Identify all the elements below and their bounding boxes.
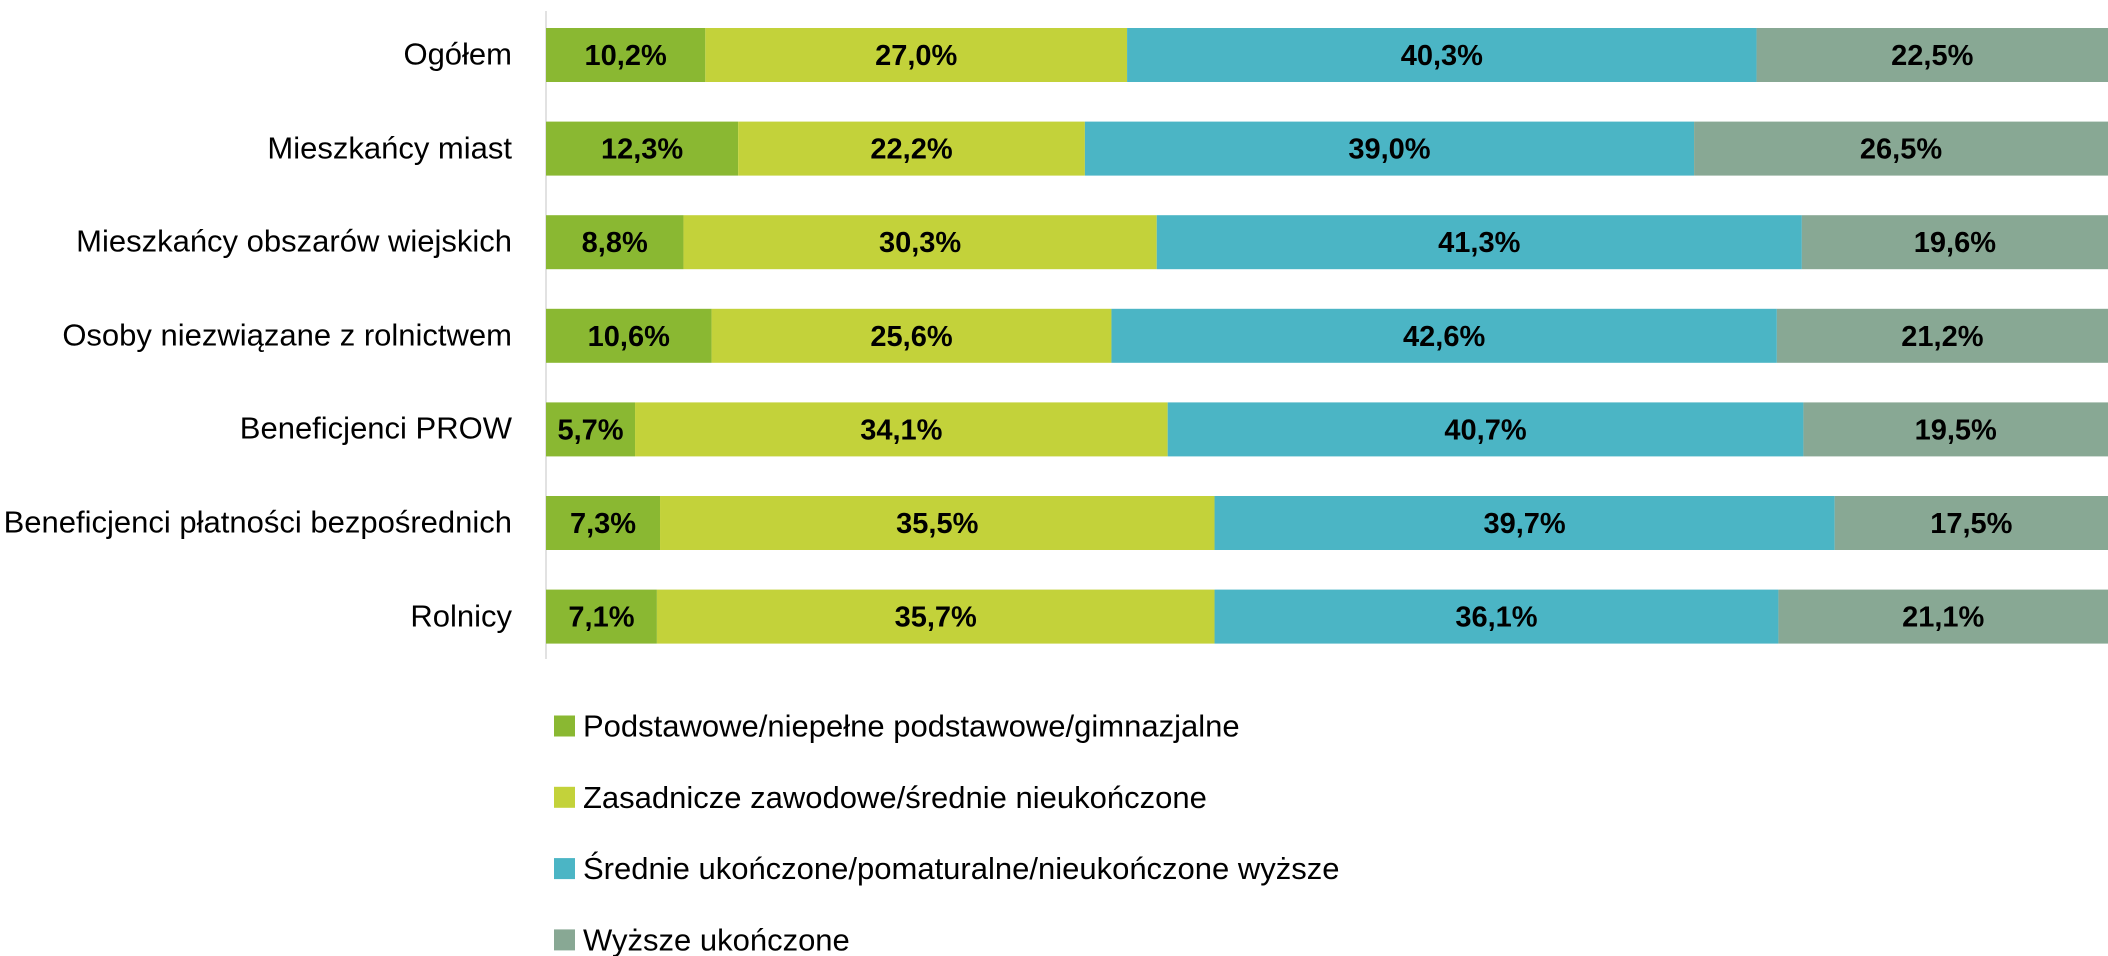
value-label: 42,6% xyxy=(1403,321,1485,353)
bar-segment xyxy=(546,589,657,644)
bar-segment xyxy=(1803,402,2108,457)
legend-label: Wyższe ukończone xyxy=(583,922,850,956)
y-tick-label: Osoby niezwiązane z rolnictwem xyxy=(62,317,512,353)
bar-segment xyxy=(1776,308,2108,363)
value-label: 10,6% xyxy=(588,321,670,353)
bar-segment xyxy=(656,589,1215,644)
value-label: 21,1% xyxy=(1902,602,1984,634)
legend-swatch xyxy=(554,715,575,737)
y-tick-label: Mieszkańcy miast xyxy=(267,130,512,166)
legend-swatch xyxy=(554,929,575,951)
bar-segment xyxy=(711,308,1112,363)
bar-segment xyxy=(1756,28,2108,82)
bar-segment xyxy=(546,121,739,176)
value-label: 22,2% xyxy=(870,134,952,166)
bar-segment xyxy=(683,215,1157,270)
bar-segment xyxy=(1801,215,2108,270)
value-label: 10,2% xyxy=(585,40,667,72)
legend-swatch xyxy=(554,786,575,808)
value-label: 36,1% xyxy=(1455,602,1537,634)
value-label: 34,1% xyxy=(860,414,942,446)
value-label: 8,8% xyxy=(582,227,648,259)
bar-segment xyxy=(546,215,684,270)
bar-segment xyxy=(635,402,1168,457)
value-label: 39,7% xyxy=(1483,508,1565,540)
value-label: 12,3% xyxy=(601,134,683,166)
value-label: 17,5% xyxy=(1930,508,2012,540)
bar-segment xyxy=(1084,121,1695,176)
bar-segment xyxy=(1214,589,1779,644)
value-label: 7,3% xyxy=(570,508,636,540)
legend-label: Średnie ukończone/pomaturalne/nieukończo… xyxy=(583,850,1340,886)
value-label: 35,5% xyxy=(896,508,978,540)
bar-segment xyxy=(1111,308,1777,363)
bar-segment xyxy=(1214,496,1835,550)
value-label: 27,0% xyxy=(875,40,957,72)
bar-segment xyxy=(1834,496,2108,550)
bar-segment xyxy=(1127,28,1757,82)
y-tick-label: Beneficjenci PROW xyxy=(239,410,512,446)
value-label: 40,3% xyxy=(1401,40,1483,72)
value-label: 26,5% xyxy=(1860,134,1942,166)
value-label: 19,6% xyxy=(1914,227,1996,259)
value-label: 39,0% xyxy=(1348,134,1430,166)
legend-label: Zasadnicze zawodowe/średnie nieukończone xyxy=(583,780,1207,815)
value-label: 41,3% xyxy=(1438,227,1520,259)
bar-segment xyxy=(546,496,661,550)
bar-segment xyxy=(660,496,1215,550)
bar-segment xyxy=(546,28,706,82)
value-label: 21,2% xyxy=(1901,321,1983,353)
bar-segment xyxy=(1778,589,2108,644)
bar-segment xyxy=(1694,121,2108,176)
value-label: 19,5% xyxy=(1915,414,1997,446)
y-tick-label: Mieszkańcy obszarów wiejskich xyxy=(76,223,512,259)
value-label: 30,3% xyxy=(879,227,961,259)
bar-segment xyxy=(1167,402,1804,457)
value-label: 22,5% xyxy=(1891,40,1973,72)
legend-label: Podstawowe/niepełne podstawowe/gimnazjal… xyxy=(583,709,1240,744)
y-tick-label: Rolnicy xyxy=(410,598,512,634)
value-label: 7,1% xyxy=(568,602,634,634)
y-tick-label: Ogółem xyxy=(403,36,512,72)
bar-segment xyxy=(738,121,1085,176)
value-label: 25,6% xyxy=(870,321,952,353)
y-tick-label: Beneficjenci płatności bezpośrednich xyxy=(3,504,512,540)
value-label: 5,7% xyxy=(557,414,623,446)
legend-swatch xyxy=(554,858,575,880)
bar-segment xyxy=(1156,215,1802,270)
value-label: 35,7% xyxy=(895,602,977,634)
bar-segment xyxy=(546,308,712,363)
value-label: 40,7% xyxy=(1444,414,1526,446)
bar-segment xyxy=(705,28,1128,82)
bar-segment xyxy=(546,402,636,457)
